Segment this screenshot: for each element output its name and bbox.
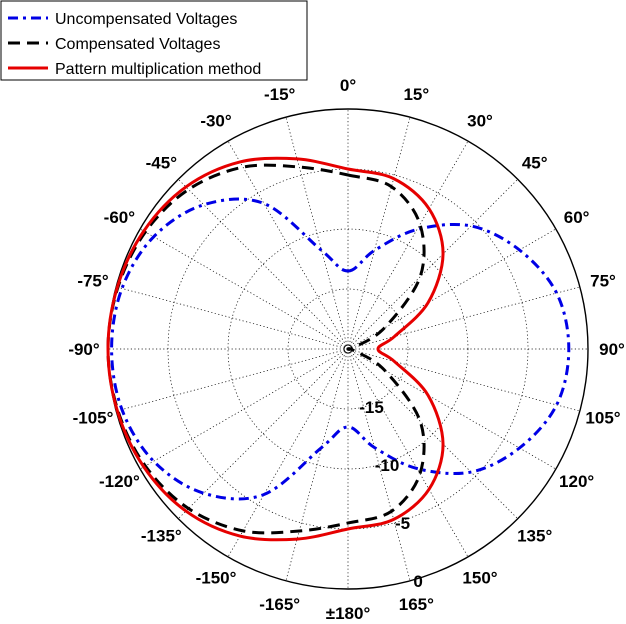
grid-spoke (347, 286, 580, 350)
grid-spoke (178, 348, 349, 519)
angle-tick-label: -15° (264, 85, 296, 104)
radial-tick-label: -5 (395, 514, 410, 533)
radial-tick-label: 0 (413, 572, 422, 591)
radial-tick-label: -15 (359, 398, 384, 417)
grid-spoke (347, 348, 580, 412)
angle-tick-label: 0° (340, 76, 356, 95)
angle-tick-label: -165° (259, 595, 300, 614)
legend: Uncompensated Voltages Compensated Voltag… (0, 0, 308, 81)
angle-tick-label: -120° (99, 472, 140, 491)
grid-spoke (347, 140, 469, 350)
grid-spoke (347, 348, 469, 558)
angle-tick-label: ±180° (326, 604, 371, 623)
series-lines (106, 156, 571, 542)
angle-tick-label: -45° (146, 153, 178, 172)
grid-spoke (139, 348, 349, 470)
angle-tick-label: -150° (196, 569, 237, 588)
series-line-compensated-voltages (106, 163, 426, 535)
grid-circle (287, 288, 409, 410)
series-line-pattern-multiplication-method (106, 156, 445, 542)
legend-label-compensated-voltages: Compensated Voltages (55, 36, 220, 53)
grid-spoke (347, 179, 518, 350)
angle-tick-label: -135° (141, 527, 182, 546)
angle-tick-label: 105° (585, 408, 620, 427)
grid-spoke (139, 228, 349, 350)
angle-tick-label: 165° (399, 595, 434, 614)
angle-tick-label: 90° (599, 340, 625, 359)
grid-spoke (178, 179, 349, 350)
angle-tick-label: 135° (517, 527, 552, 546)
radial-tick-label: -10 (375, 456, 400, 475)
grid-circle (167, 168, 529, 530)
angle-tick-label: -75° (77, 272, 109, 291)
angle-tick-label: 15° (403, 85, 429, 104)
angle-tick-label: 60° (564, 208, 590, 227)
legend-box (0, 0, 308, 81)
grid-spoke (116, 286, 349, 350)
angle-tick-label: 45° (522, 153, 548, 172)
grid-spoke (227, 140, 349, 350)
angle-tick-label: 150° (462, 569, 497, 588)
legend-label-pattern-multiplication-method: Pattern multiplication method (55, 61, 261, 78)
series-line-uncompensated-voltages (110, 197, 571, 501)
angle-tick-label: 30° (467, 111, 493, 130)
angle-tick-label: 75° (590, 272, 616, 291)
angle-tick-label: -90° (68, 340, 100, 359)
grid-spoke (227, 348, 349, 558)
angle-tick-label: -105° (73, 408, 114, 427)
angle-tick-label: 120° (559, 472, 594, 491)
grid-circle (227, 228, 469, 470)
grid-spoke (347, 348, 411, 581)
angle-tick-label: -60° (104, 208, 136, 227)
grid-spoke (347, 117, 411, 350)
angle-tick-label: -30° (200, 111, 232, 130)
legend-label-uncompensated-voltages: Uncompensated Voltages (55, 11, 237, 28)
grid-spoke (347, 348, 518, 519)
grid-spoke (116, 348, 349, 412)
tick-labels: 0° 15° 30° 45° 60° 75° 90° 105° 120° 135° 150° 165°… (68, 76, 625, 623)
